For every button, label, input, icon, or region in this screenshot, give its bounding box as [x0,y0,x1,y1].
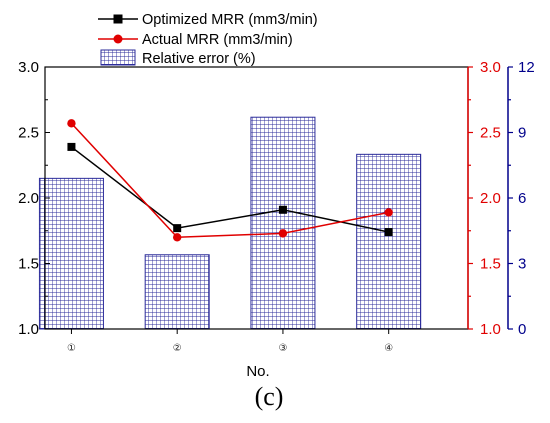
actual-point-4 [384,208,393,217]
actual-point-3 [278,229,288,238]
x-tick-label-2: ② [173,343,182,354]
optimized-point-1 [67,142,76,151]
actual-point-2 [172,233,182,242]
legend: Optimized MRR (mm3/min) Actual MRR (mm3/… [98,12,318,67]
legend-label-optimized: Optimized MRR (mm3/min) [142,12,318,28]
optimized-point-2 [173,224,182,233]
error-bar-3 [250,116,316,330]
error-bar-4 [356,153,422,330]
red-tick-label-3: 2.5 [480,125,501,142]
red-tick-label-4: 3.0 [480,59,501,76]
actual-point-1 [67,119,76,128]
left-tick-label-1: 1.5 [18,256,39,273]
left-tick-label-0: 1.0 [18,321,39,338]
blue-tick-label-4: 12 [518,59,535,76]
legend-label-relative-error: Relative error (%) [142,51,256,67]
error-bar-2 [144,254,210,330]
optimized-point-4 [384,228,393,237]
x-axis-label: No. [246,363,269,380]
legend-swatch-optimized-marker [113,14,123,24]
optimized-point-3 [278,205,287,214]
blue-tick-label-1: 3 [518,256,526,273]
legend-label-actual: Actual MRR (mm3/min) [142,32,293,48]
left-tick-label-4: 3.0 [18,59,39,76]
bar-group [38,116,422,330]
blue-tick-label-3: 9 [518,125,526,142]
x-tick-label-3: ③ [278,343,287,354]
panel-label: (c) [255,382,284,411]
legend-swatch-actual-marker [113,34,123,44]
blue-tick-label-2: 6 [518,190,526,207]
series-lines-group [67,119,393,242]
left-tick-label-2: 2.0 [18,190,39,207]
blue-tick-label-0: 0 [518,321,526,338]
legend-swatch-relative-error [100,49,136,66]
series-line-2 [70,122,389,239]
x-tick-label-4: ④ [384,343,393,354]
left-tick-label-3: 2.5 [18,125,39,142]
axes-group: 1.0 1.5 2.0 2.5 3.0 1.0 1.5 2.0 2.5 3.0 0 3 6 9 12 ① ② ③ ④ [18,59,535,354]
red-tick-label-1: 1.5 [480,256,501,273]
red-tick-label-2: 2.0 [480,190,501,207]
x-tick-label-1: ① [67,343,76,354]
red-tick-label-0: 1.0 [480,321,501,338]
error-bar-1 [38,177,104,330]
series-line-1 [70,146,389,233]
